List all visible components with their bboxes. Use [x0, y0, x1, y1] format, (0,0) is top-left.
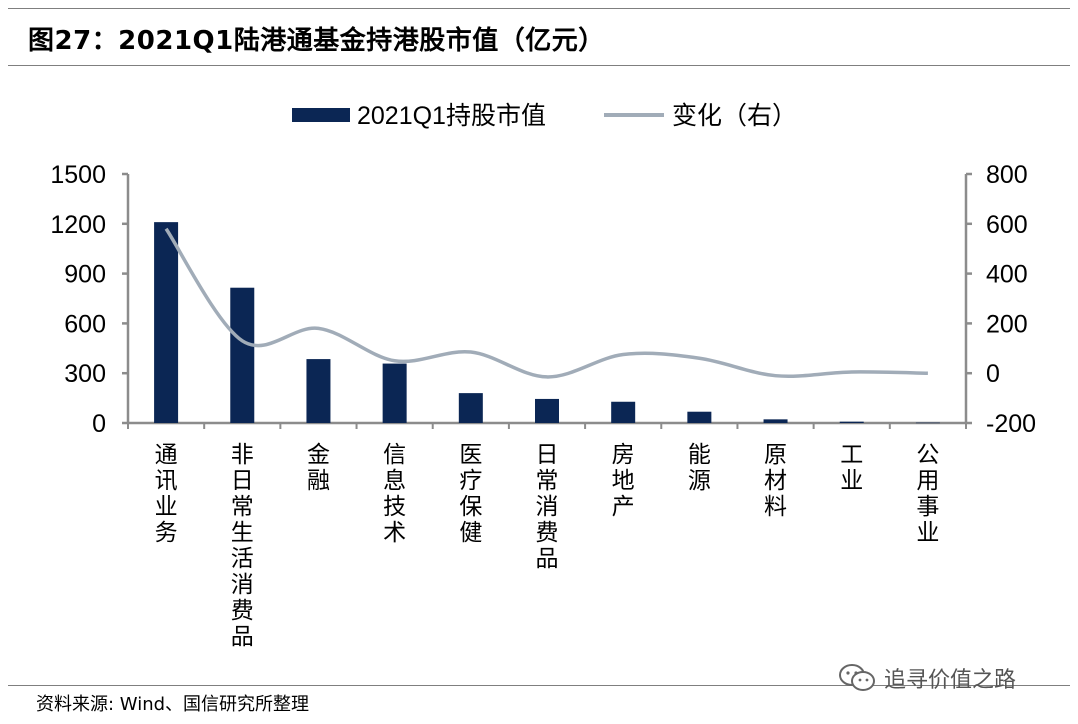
bar-series — [154, 222, 940, 424]
bar — [382, 363, 407, 423]
y-left-tick-label: 900 — [64, 261, 106, 289]
y-right-tick-label: 200 — [986, 310, 1028, 338]
bar — [763, 419, 788, 423]
y-left-tick-label: 0 — [92, 410, 106, 438]
x-tick-label: 日常消费品 — [536, 441, 559, 571]
y-right-tick-label: 400 — [986, 261, 1028, 289]
legend-line-label: 变化（右） — [672, 102, 797, 130]
y-left-tick-label: 300 — [64, 360, 106, 388]
x-tick-label: 非日常生活消费品 — [231, 441, 254, 649]
x-tick-label: 房地产 — [612, 441, 635, 519]
y-right-tick-label: 0 — [986, 360, 1000, 388]
y-right-tick-label: -200 — [986, 410, 1036, 438]
x-tick-label: 通讯业务 — [155, 441, 178, 545]
bar — [306, 359, 331, 423]
x-tick-label: 工业 — [840, 441, 863, 493]
y-left-tick-label: 600 — [64, 310, 106, 338]
chart-axes: 1500 1200 900 600 300 0 800 600 400 200 0 -200 — [50, 161, 1036, 438]
x-tick-label: 医疗保健 — [459, 441, 482, 545]
watermark: 追寻价值之路 — [838, 660, 1016, 696]
bar — [535, 398, 559, 423]
x-tick-label: 公用事业 — [916, 441, 939, 545]
wechat-icon — [838, 663, 876, 693]
bar — [611, 401, 636, 423]
x-tick-label: 信息技术 — [383, 441, 406, 545]
line-series — [164, 227, 928, 379]
footer-rule — [8, 685, 1070, 686]
top-rule — [8, 8, 1070, 9]
bar — [230, 287, 255, 423]
bar — [839, 421, 864, 423]
x-tick-label: 能源 — [688, 441, 711, 493]
x-tick-label: 原材料 — [764, 441, 787, 519]
line-series-path — [164, 227, 928, 379]
bar — [915, 422, 940, 424]
chart-title: 图27：2021Q1陆港通基金持港股市值（亿元） — [28, 26, 605, 56]
y-right-tick-label: 600 — [986, 211, 1028, 239]
bar — [687, 411, 712, 423]
title-rule — [8, 65, 1070, 66]
bar — [154, 222, 179, 423]
y-left-tick-label: 1200 — [50, 211, 106, 239]
legend-bar-label: 2021Q1持股市值 — [357, 102, 546, 130]
x-tick-label: 金融 — [307, 441, 330, 493]
x-axis-labels: 通讯业务 非日常生活消费品 金融 信息技术 医疗保健 日常消费品 房地产 能源 原材料 工业 公用事… — [155, 441, 940, 649]
bar — [458, 393, 483, 423]
y-left-tick-label: 1500 — [50, 161, 106, 189]
chart-legend: 2021Q1持股市值 变化（右） — [292, 102, 797, 130]
watermark-text: 追寻价值之路 — [884, 668, 1017, 693]
legend-bar-swatch — [292, 108, 350, 122]
source-note: 资料来源: Wind、国信研究所整理 — [36, 694, 310, 715]
y-right-tick-label: 800 — [986, 161, 1028, 189]
